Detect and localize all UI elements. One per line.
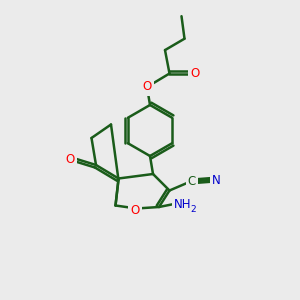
Text: O: O — [130, 203, 140, 217]
Text: 2: 2 — [191, 205, 196, 214]
Text: NH: NH — [174, 197, 192, 211]
Text: O: O — [66, 152, 75, 166]
Text: O: O — [190, 67, 200, 80]
Text: C: C — [188, 175, 196, 188]
Text: O: O — [142, 80, 152, 94]
Text: N: N — [212, 173, 220, 187]
